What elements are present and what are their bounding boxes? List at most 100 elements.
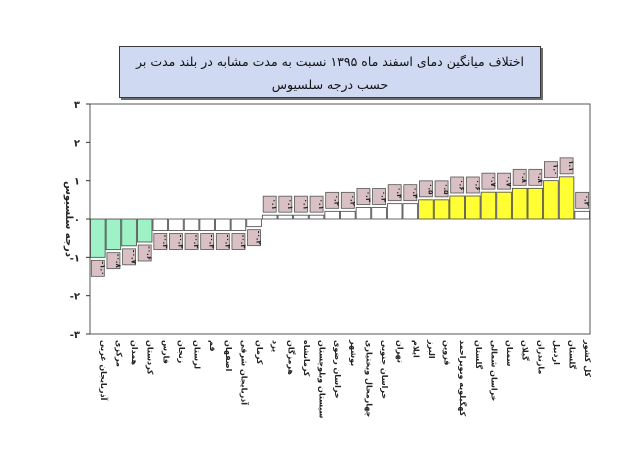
data-label-box bbox=[434, 180, 449, 198]
y-tick-label: ۳ bbox=[74, 100, 80, 111]
data-label-box bbox=[215, 233, 230, 250]
bar bbox=[293, 214, 309, 220]
data-label: ۰.۸ bbox=[536, 172, 544, 184]
bar bbox=[558, 176, 575, 220]
data-label-box bbox=[340, 191, 355, 209]
bar bbox=[355, 207, 372, 220]
data-label: -۰.۲ bbox=[255, 231, 263, 246]
data-label-box bbox=[528, 168, 543, 186]
bar bbox=[433, 199, 450, 220]
data-label: -۰.۳ bbox=[192, 234, 200, 249]
bar bbox=[246, 218, 262, 228]
x-category-label: مرکزی bbox=[114, 340, 123, 367]
bar bbox=[230, 218, 247, 231]
data-label-box bbox=[450, 176, 465, 194]
data-label-box bbox=[200, 233, 215, 250]
bar bbox=[371, 207, 387, 220]
x-category-label: چهارمحال وبختیاری bbox=[364, 340, 373, 418]
bar bbox=[105, 218, 122, 251]
data-label: ۰.۵ bbox=[426, 183, 434, 195]
bar bbox=[340, 210, 356, 220]
y-tick-label: -۲ bbox=[70, 292, 80, 303]
x-category-label: گلستان bbox=[474, 340, 484, 370]
bar bbox=[215, 218, 231, 231]
data-label-box bbox=[325, 191, 340, 209]
bar bbox=[90, 218, 106, 258]
bar bbox=[168, 218, 184, 231]
data-label: ۰.۶ bbox=[458, 179, 466, 190]
bar bbox=[308, 214, 325, 220]
data-label: ۰.۳ bbox=[364, 191, 372, 203]
data-label: ۰.۶ bbox=[473, 179, 481, 190]
bar bbox=[386, 203, 403, 220]
x-category-label: همدان bbox=[130, 340, 139, 366]
data-label-box bbox=[231, 233, 246, 250]
x-category-label: زنجان bbox=[177, 340, 186, 364]
data-label-box bbox=[481, 172, 496, 190]
data-label-box bbox=[387, 184, 402, 202]
bars bbox=[90, 176, 590, 258]
x-category-label: البرز bbox=[427, 339, 436, 359]
data-label-box bbox=[153, 233, 168, 250]
data-label: ۰.۱ bbox=[270, 199, 278, 210]
data-label: -۰.۳ bbox=[176, 234, 184, 249]
bar bbox=[543, 180, 559, 220]
data-label: -۰.۷ bbox=[130, 250, 138, 265]
x-category-label: گلستان bbox=[568, 340, 578, 370]
x-category-label: سیستان وبلوچستان bbox=[318, 340, 327, 419]
data-label: ۰.۸ bbox=[520, 172, 528, 184]
data-label-box bbox=[559, 157, 574, 175]
data-label-box bbox=[544, 161, 558, 179]
x-category-label: خراسان شمالی bbox=[489, 340, 498, 402]
y-tick-label: ۱ bbox=[74, 177, 80, 188]
x-category-label: آذربایجان غربی bbox=[99, 340, 109, 401]
data-label-box bbox=[372, 188, 386, 205]
bar bbox=[511, 187, 528, 220]
x-category-label: خراسان رضوی bbox=[333, 340, 342, 399]
x-category-label: اصفهان bbox=[224, 340, 233, 372]
x-category-label: یزد bbox=[271, 340, 280, 352]
y-tick-label: -۳ bbox=[70, 330, 80, 341]
data-label: ۰.۱ bbox=[301, 199, 309, 210]
data-label: -۱.۰ bbox=[98, 261, 106, 275]
data-label-box bbox=[309, 195, 324, 213]
x-category-label: سمنان bbox=[505, 340, 514, 366]
x-category-label: آذربایجان شرقی bbox=[239, 340, 249, 405]
x-category-label: ایلام bbox=[411, 340, 420, 358]
x-category-label: خراسان جنوبی bbox=[380, 340, 389, 399]
data-label-box bbox=[122, 248, 136, 266]
bar bbox=[277, 214, 294, 220]
y-tick-label: ۲ bbox=[74, 138, 80, 149]
data-label-box bbox=[90, 259, 105, 277]
data-label-box bbox=[137, 244, 152, 262]
data-label: ۱.۰ bbox=[551, 164, 559, 175]
data-label: ۱.۱ bbox=[567, 160, 575, 171]
data-label-box bbox=[497, 172, 511, 190]
x-category-label: هرمزگان bbox=[286, 340, 296, 375]
x-category-label: قم bbox=[208, 340, 217, 352]
bar bbox=[449, 195, 465, 220]
bar bbox=[574, 210, 590, 220]
data-label-box bbox=[294, 195, 308, 213]
data-label: -۰.۸ bbox=[114, 254, 122, 269]
bar bbox=[121, 218, 137, 247]
x-category-label: لرستان bbox=[193, 340, 202, 369]
y-axis-title: درجه سلسیوس bbox=[63, 181, 74, 257]
bar bbox=[136, 218, 153, 243]
data-label: -۰.۳ bbox=[208, 234, 216, 249]
x-category-label: فارس bbox=[160, 340, 170, 364]
data-label: -۰.۶ bbox=[145, 246, 153, 260]
data-label: -۰.۳ bbox=[161, 234, 169, 249]
data-label: ۰.۲ bbox=[333, 195, 341, 207]
bar bbox=[261, 214, 278, 220]
data-label-box bbox=[106, 252, 121, 270]
data-label-box bbox=[356, 188, 371, 205]
data-label-box bbox=[403, 184, 418, 202]
data-label: ۰.۱ bbox=[317, 199, 325, 210]
data-label: ۰.۴ bbox=[395, 187, 403, 199]
x-category-label: تهران bbox=[396, 340, 405, 363]
data-label-box bbox=[465, 176, 480, 194]
data-label-box bbox=[575, 191, 590, 209]
bar bbox=[324, 210, 340, 220]
bar bbox=[496, 191, 512, 220]
